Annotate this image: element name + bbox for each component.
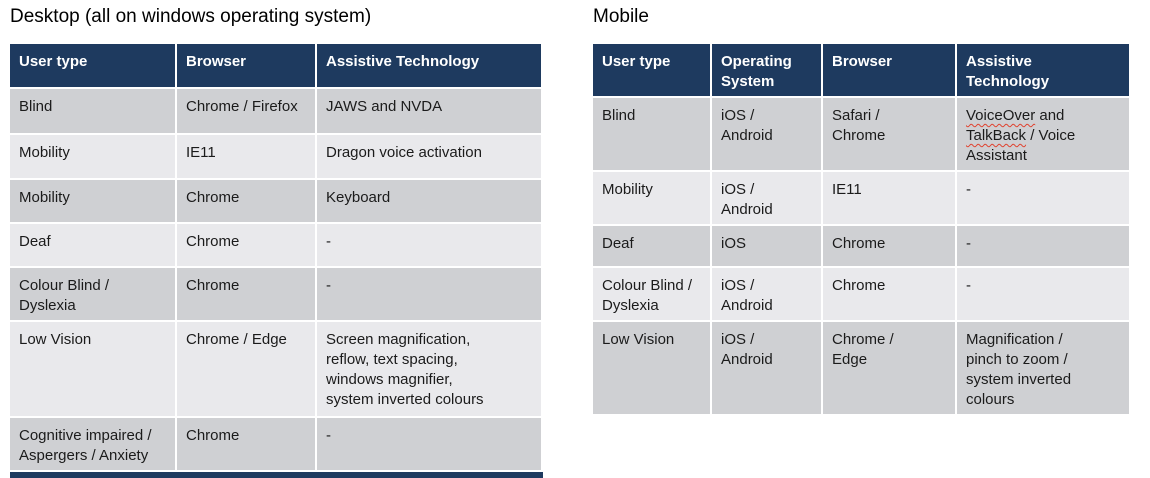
desktop-table-title: Desktop (all on windows operating system…	[10, 6, 372, 27]
table-row: Low Vision iOS / Android Chrome / Edge Magn…	[593, 322, 1129, 414]
table-cell: Screen magnification, reflow, text spaci…	[317, 322, 541, 416]
table-cell: iOS	[712, 226, 821, 266]
table-cell: Magnification / pinch to zoom / system i…	[957, 322, 1129, 414]
table-row: Blind Chrome / Firefox JAWS and NVDA	[10, 89, 541, 133]
table-cell: Colour Blind / Dyslexia	[10, 268, 175, 320]
table-cell: Keyboard	[317, 180, 541, 222]
table-cell: Safari / Chrome	[823, 98, 955, 170]
table-row: Cognitive impaired / Aspergers / Anxiety…	[10, 418, 541, 470]
table-row: Low Vision Chrome / Edge Screen magnificat…	[10, 322, 541, 416]
desktop-table-bottom-border	[10, 472, 543, 478]
table-cell: IE11	[823, 172, 955, 224]
table-row: Mobility Chrome Keyboard	[10, 180, 541, 222]
table-row: Colour Blind / Dyslexia iOS / Android Chro…	[593, 268, 1129, 320]
table-cell: Chrome / Firefox	[177, 89, 315, 133]
table-cell: -	[957, 268, 1129, 320]
table-cell: Blind	[593, 98, 710, 170]
table-cell: Mobility	[593, 172, 710, 224]
table-cell: Colour Blind / Dyslexia	[593, 268, 710, 320]
misspelled-word: VoiceOver	[966, 107, 1036, 124]
table-cell: iOS / Android	[712, 172, 821, 224]
column-header: User type	[10, 44, 175, 87]
table-cell: Deaf	[10, 224, 175, 266]
table-row: Blind iOS / Android Safari / Chrome VoiceOv…	[593, 98, 1129, 170]
table-cell: Chrome	[177, 268, 315, 320]
mobile-table: User type Operating System Browser Assistiv…	[591, 42, 1131, 416]
table-cell: -	[957, 172, 1129, 224]
table-cell: -	[317, 224, 541, 266]
table-row: Mobility iOS / Android IE11-	[593, 172, 1129, 224]
column-header: Browser	[823, 44, 955, 96]
table-row: Deaf Chrome -	[10, 224, 541, 266]
desktop-table-section: Desktop (all on windows operating system…	[8, 5, 543, 478]
table-cell: -	[317, 418, 541, 470]
text-segment: / Voice Assistant	[966, 127, 1076, 164]
table-row: Deaf iOS Chrome -	[593, 226, 1129, 266]
column-header: Assistive Technology	[957, 44, 1129, 96]
column-header: User type	[593, 44, 710, 96]
misspelled-word: TalkBack	[966, 127, 1027, 144]
table-row: Mobility IE11 Dragon voice activation	[10, 135, 541, 178]
mobile-table-title: Mobile	[593, 6, 649, 27]
table-cell: Mobility	[10, 180, 175, 222]
table-cell: -	[957, 226, 1129, 266]
table-cell: Mobility	[10, 135, 175, 178]
column-header: Browser	[177, 44, 315, 87]
table-cell: iOS / Android	[712, 268, 821, 320]
table-cell: Dragon voice activation	[317, 135, 541, 178]
table-cell: Chrome	[823, 268, 955, 320]
table-cell: Low Vision	[593, 322, 710, 414]
table-cell: Chrome	[177, 180, 315, 222]
header-row: User type Browser Assistive Technology	[10, 44, 541, 87]
table-cell: Chrome	[823, 226, 955, 266]
table-cell: Chrome	[177, 224, 315, 266]
table-cell: Cognitive impaired / Aspergers / Anxiety	[10, 418, 175, 470]
table-cell: JAWS and NVDA	[317, 89, 541, 133]
table-cell: Chrome / Edge	[177, 322, 315, 416]
table-cell: Deaf	[593, 226, 710, 266]
table-cell: -	[317, 268, 541, 320]
text-segment: and	[1039, 107, 1065, 124]
table-row: Colour Blind / Dyslexia Chrome -	[10, 268, 541, 320]
table-cell: iOS / Android	[712, 322, 821, 414]
table-cell: VoiceOver and TalkBack / Voice Assistant	[957, 98, 1129, 170]
mobile-table-section: Mobile User type Operating System Browser A…	[591, 5, 1131, 416]
table-cell: Blind	[10, 89, 175, 133]
table-cell: iOS / Android	[712, 98, 821, 170]
column-header: Assistive Technology	[317, 44, 541, 87]
table-cell: Chrome	[177, 418, 315, 470]
header-row: User type Operating System Browser Assistiv…	[593, 44, 1129, 96]
table-cell: Chrome / Edge	[823, 322, 955, 414]
table-cell: Low Vision	[10, 322, 175, 416]
desktop-table: User type Browser Assistive Technology Blin…	[8, 42, 543, 472]
column-header: Operating System	[712, 44, 821, 96]
table-cell: IE11	[177, 135, 315, 178]
